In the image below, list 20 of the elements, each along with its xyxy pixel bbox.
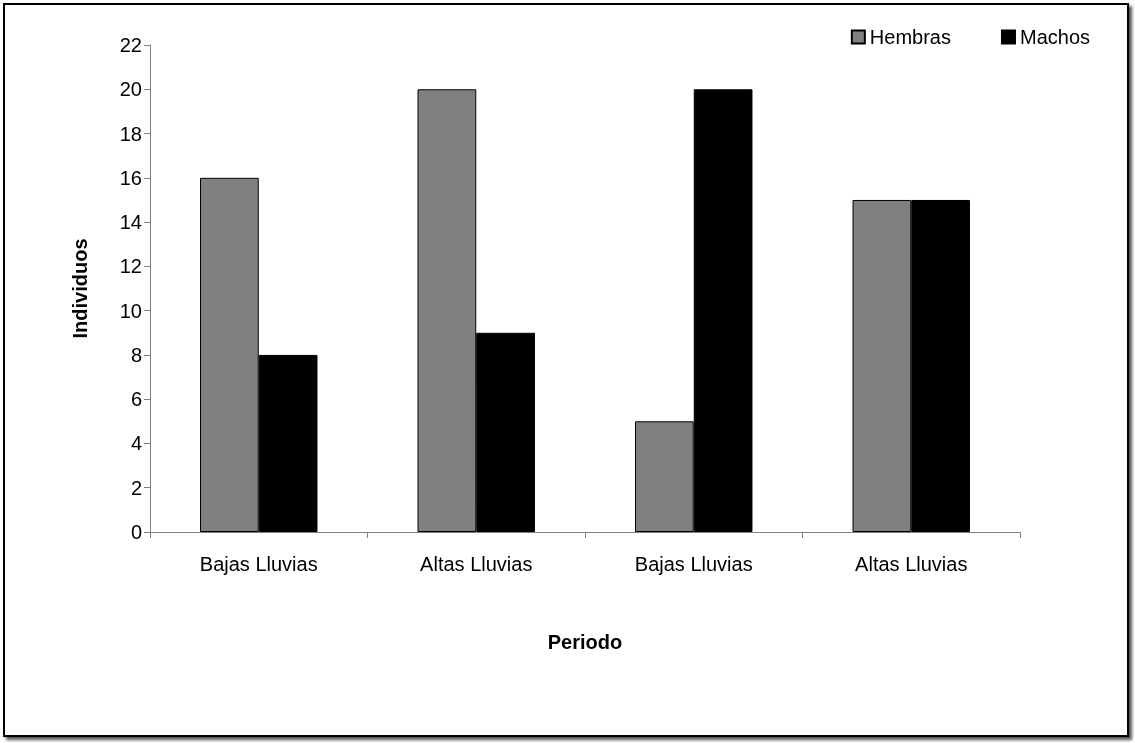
x-axis-title: Periodo <box>547 631 623 653</box>
y-tick-label: 18 <box>119 122 142 145</box>
y-tick-label: 20 <box>119 78 142 101</box>
legend-label: Hembras <box>869 26 951 48</box>
y-tick-label: 10 <box>119 299 142 322</box>
y-tick-label: 6 <box>130 388 142 411</box>
y-tick-label: 8 <box>130 343 142 366</box>
y-axis-title: Individuos <box>69 238 91 339</box>
y-tick-label: 14 <box>119 211 142 234</box>
y-tick-label: 16 <box>119 166 142 189</box>
y-tick-label: 4 <box>130 432 142 455</box>
y-tick-label: 22 <box>119 34 142 56</box>
x-tick-label: Bajas Lluvias <box>634 553 753 575</box>
x-tick-label: Altas Lluvias <box>420 553 533 575</box>
legend-label: Machos <box>1019 26 1090 48</box>
y-tick-label: 2 <box>130 476 142 499</box>
y-tick-label: 12 <box>119 255 142 278</box>
x-tick-label: Altas Lluvias <box>855 553 968 575</box>
x-tick-label: Bajas Lluvias <box>199 553 318 575</box>
y-tick-label: 0 <box>130 521 142 543</box>
